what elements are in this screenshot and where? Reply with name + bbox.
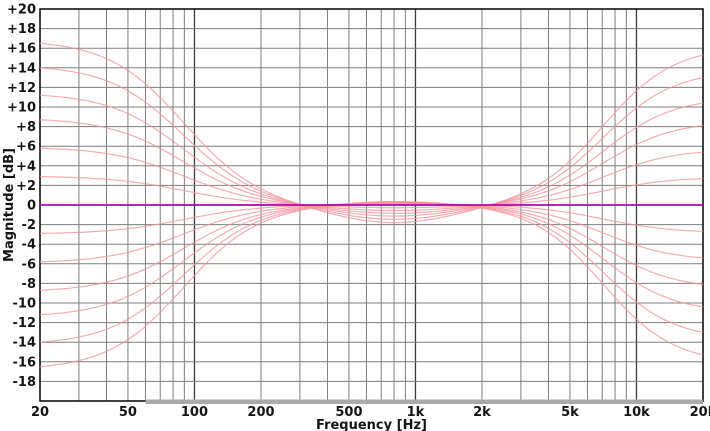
measurement-band bbox=[145, 399, 704, 404]
y-tick-label: -8 bbox=[22, 277, 36, 292]
y-tick-label: +10 bbox=[7, 101, 36, 116]
boost-curve bbox=[39, 94, 704, 217]
y-tick-label: 0 bbox=[27, 199, 36, 214]
cut-curve bbox=[39, 202, 704, 291]
boost-curve bbox=[39, 67, 704, 220]
y-tick-label: -4 bbox=[22, 238, 36, 253]
boost-curve bbox=[39, 119, 704, 214]
y-tick-label: +18 bbox=[7, 22, 36, 37]
y-axis-title: Magnitude [dB] bbox=[2, 148, 17, 262]
cut-curve bbox=[39, 203, 704, 234]
y-tick-label: -10 bbox=[13, 297, 37, 312]
y-tick-label: +4 bbox=[16, 159, 36, 174]
y-tick-label: -18 bbox=[13, 375, 37, 390]
y-tick-label: +6 bbox=[16, 140, 36, 155]
x-tick-label: 10k bbox=[623, 405, 650, 420]
y-tick-label: +16 bbox=[7, 42, 36, 57]
y-tick-label: -14 bbox=[13, 336, 37, 351]
y-tick-label: -2 bbox=[22, 218, 36, 233]
x-tick-label: 5k bbox=[561, 405, 579, 420]
x-tick-label: 200 bbox=[247, 405, 274, 420]
x-tick-label: 20 bbox=[31, 405, 49, 420]
boost-curve bbox=[39, 147, 704, 212]
y-tick-label: +20 bbox=[7, 3, 36, 18]
y-tick-label: +8 bbox=[16, 120, 36, 135]
boost-curve bbox=[39, 42, 704, 224]
cut-curve bbox=[39, 202, 704, 263]
x-tick-label: 100 bbox=[181, 405, 208, 420]
x-tick-label: 50 bbox=[119, 405, 137, 420]
y-tick-labels: +20+18+16+14+12+10+8+6+4+20-2-4-6-8-10-1… bbox=[7, 3, 36, 390]
x-tick-label: 20k bbox=[690, 405, 710, 420]
y-tick-label: +2 bbox=[16, 179, 36, 194]
y-tick-label: -12 bbox=[13, 316, 37, 331]
x-tick-label: 2k bbox=[473, 405, 491, 420]
x-tick-label: 500 bbox=[335, 405, 362, 420]
x-axis-title: Frequency [Hz] bbox=[316, 418, 427, 431]
x-tick-labels: 20 50 100 200 500 1k 2k 5k 10k 20k bbox=[31, 405, 710, 420]
x-tick-label: 1k bbox=[407, 405, 425, 420]
y-tick-label: -16 bbox=[13, 355, 37, 370]
response-curves bbox=[39, 42, 704, 368]
boost-curve bbox=[39, 176, 704, 209]
y-tick-label: +14 bbox=[7, 61, 36, 76]
y-tick-label: +12 bbox=[7, 81, 36, 96]
y-tick-label: -6 bbox=[22, 257, 36, 272]
